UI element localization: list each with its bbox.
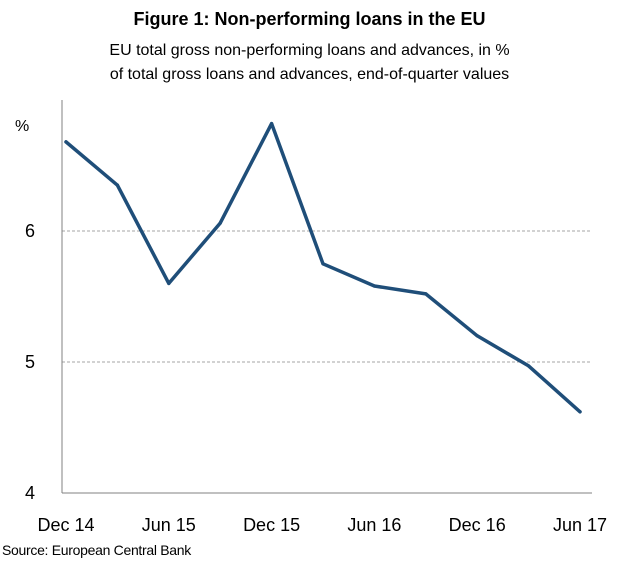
x-tick-label: Dec 16	[449, 515, 506, 535]
x-tick-label: Dec 15	[243, 515, 300, 535]
y-axis-label: %	[15, 118, 29, 135]
chart-subtitle-line-2: of total gross loans and advances, end-o…	[109, 66, 510, 83]
chart-subtitle-line-1: EU total gross non-performing loans and …	[109, 42, 510, 59]
data-point	[270, 121, 274, 126]
data-point	[578, 410, 582, 414]
data-point	[475, 334, 479, 338]
line-chart: 4 5 6% Dec 14 Jun 15 Dec 15 Jun 16 Dec 16 Jun 17	[15, 100, 607, 535]
x-tick-label: Jun 16	[347, 515, 401, 535]
data-point	[424, 292, 428, 296]
data-point	[372, 284, 376, 288]
y-tick-label: 6	[25, 221, 35, 241]
y-tick-label: 5	[25, 352, 35, 372]
x-tick-label: Jun 15	[142, 515, 196, 535]
data-point	[218, 221, 222, 225]
data-point	[527, 364, 531, 368]
data-point	[167, 281, 171, 285]
data-point	[115, 183, 119, 187]
data-point	[64, 140, 68, 144]
data-point	[321, 262, 325, 266]
x-tick-label: Dec 14	[37, 515, 94, 535]
source-note: Source: European Central Bank	[2, 542, 191, 558]
series-line	[64, 121, 582, 414]
x-tick-label: Jun 17	[553, 515, 607, 535]
chart-title: Figure 1: Non-performing loans in the EU	[133, 9, 486, 29]
y-tick-label: 4	[25, 483, 35, 503]
